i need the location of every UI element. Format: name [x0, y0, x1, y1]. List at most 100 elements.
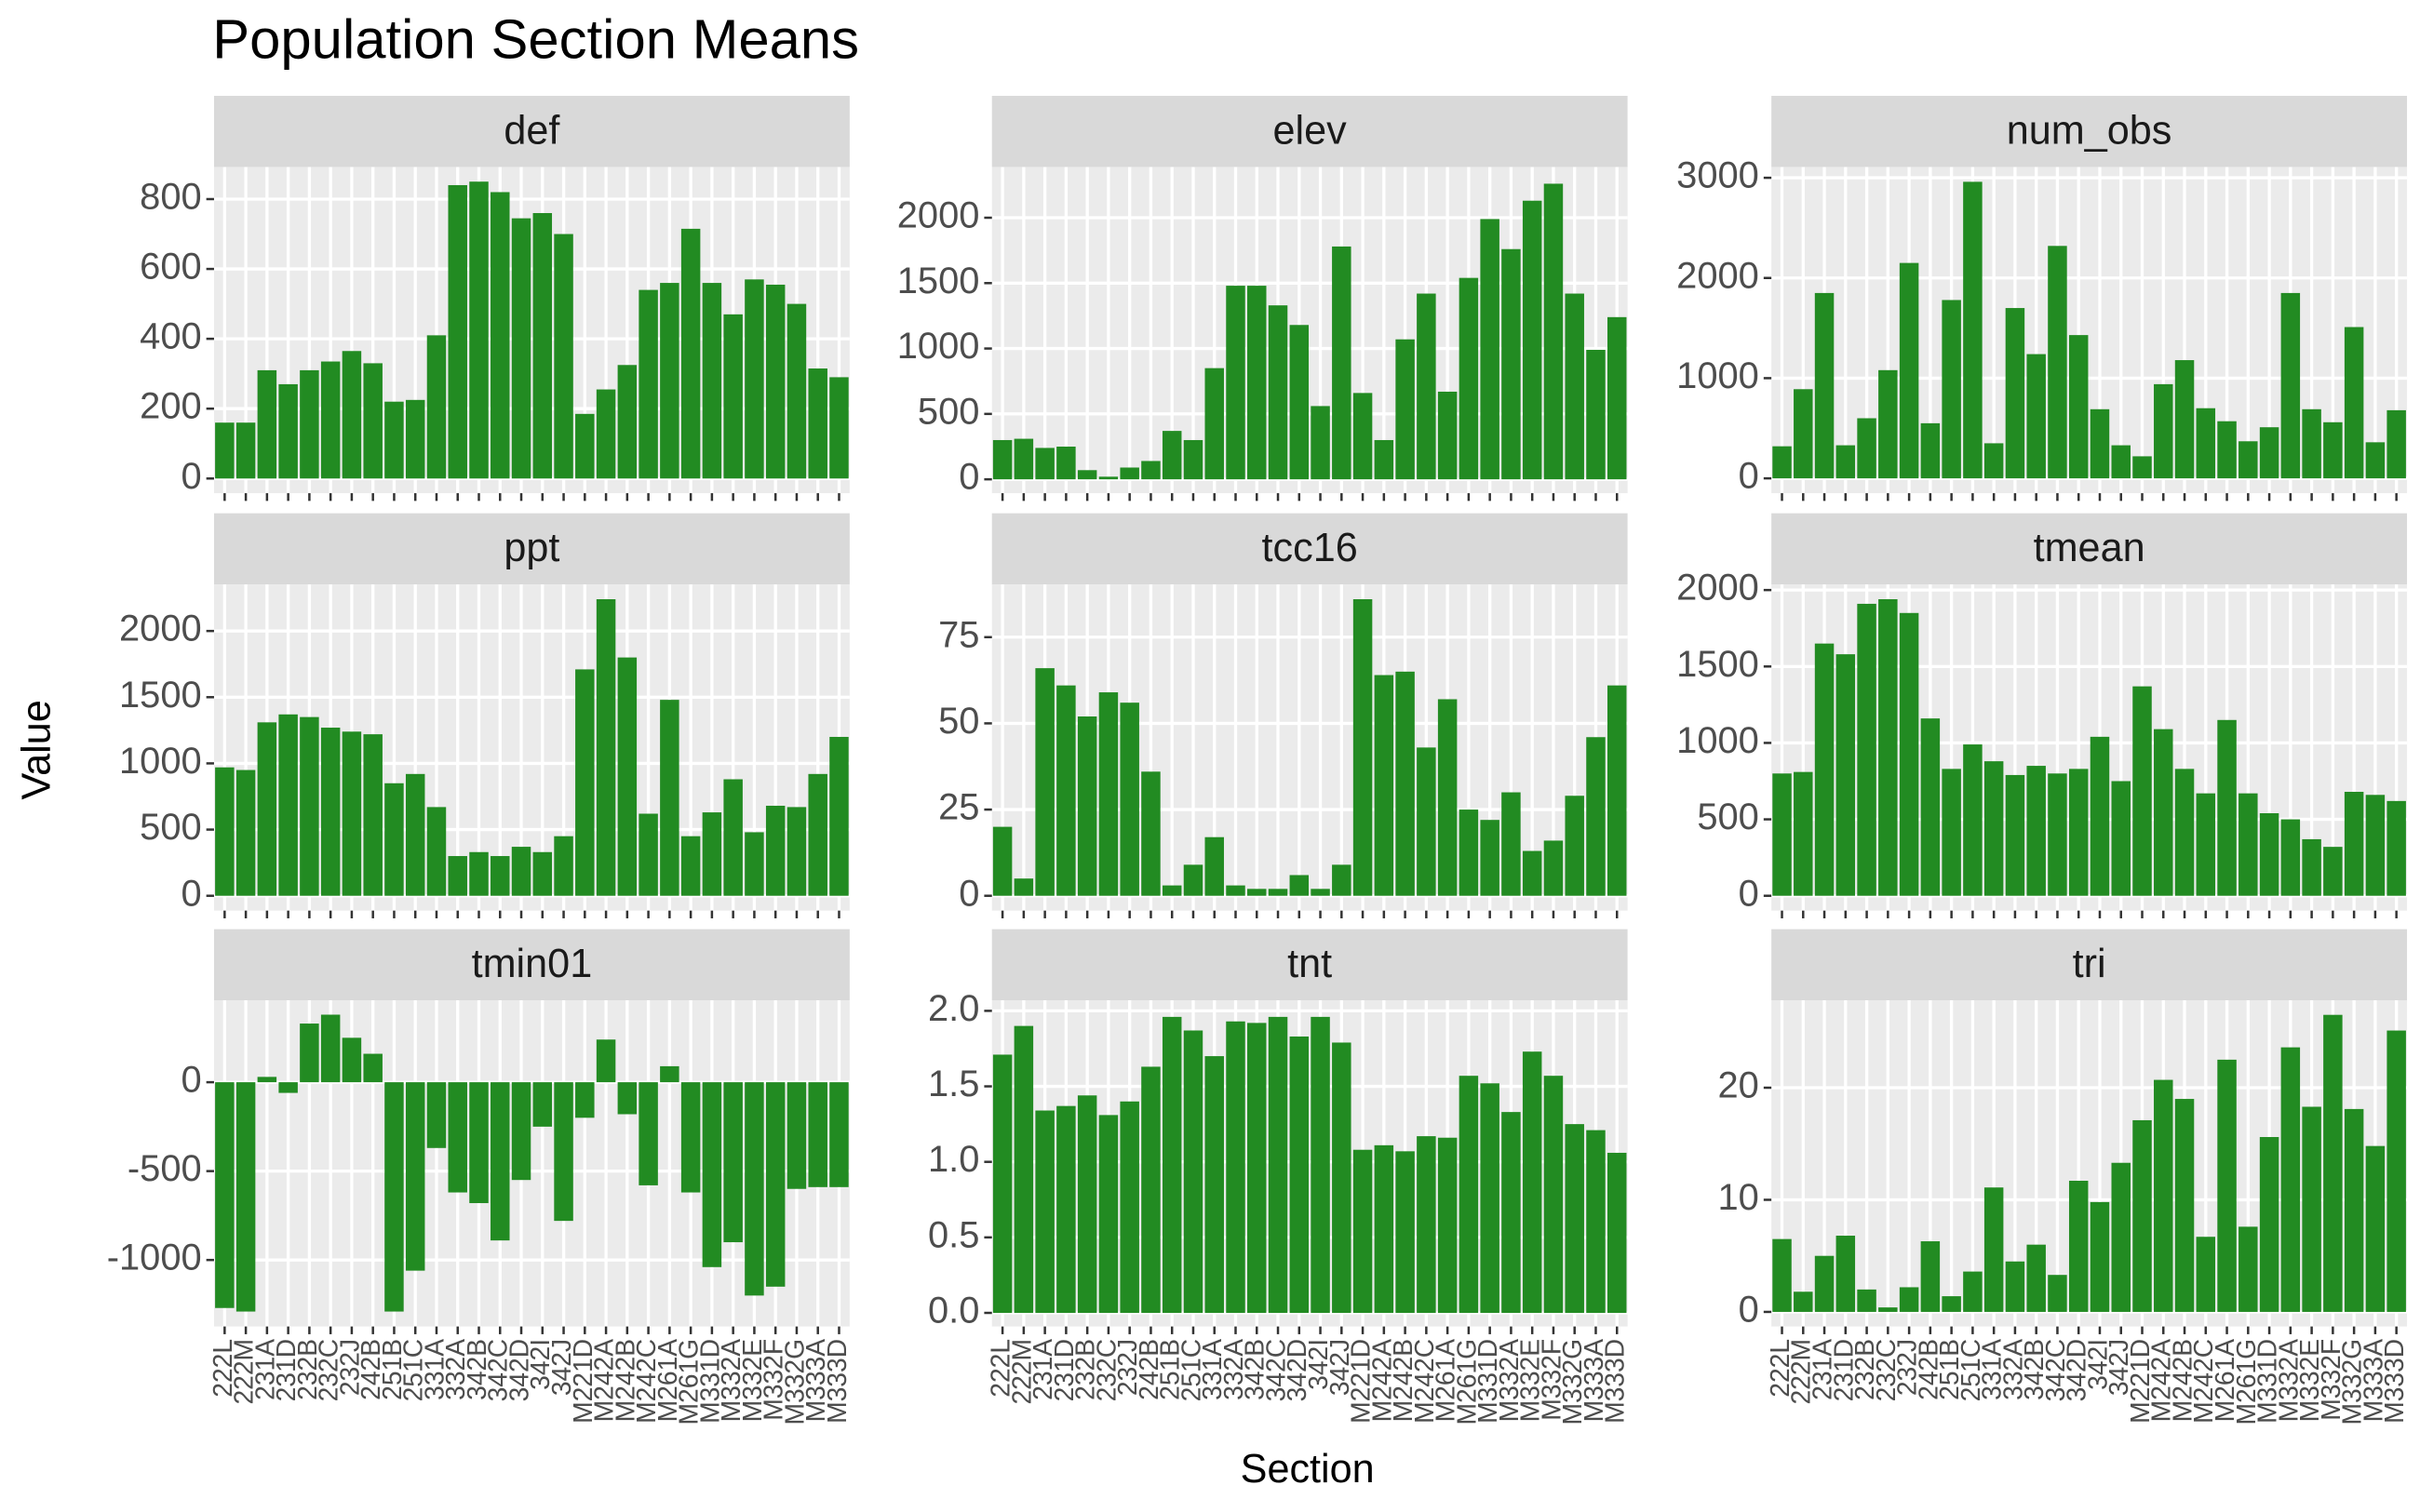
bar [1772, 1238, 1792, 1312]
x-tick-label: M242C [1409, 1339, 1439, 1424]
x-tick-label: M332E [2294, 1339, 2324, 1422]
x-tick-label: M332A [2273, 1339, 2303, 1423]
bar [765, 284, 786, 479]
x-tick-label: 342I [2082, 1339, 2112, 1390]
bar [215, 1082, 235, 1308]
bar [2111, 1162, 2131, 1312]
x-tick-label: M261A [652, 1339, 682, 1423]
bar [2280, 292, 2301, 479]
x-tick-label: 222M [1786, 1339, 1816, 1405]
bar [426, 807, 447, 896]
bar [2365, 795, 2386, 896]
y-tick-label: 800 [140, 177, 202, 218]
bar [1586, 737, 1606, 896]
bar [1395, 671, 1415, 896]
bar [1501, 792, 1521, 896]
bar [2026, 1244, 2046, 1312]
bar [1204, 1056, 1224, 1314]
bar [235, 769, 256, 896]
bar [1857, 418, 1876, 479]
bar [257, 369, 277, 479]
x-tick-label: 342D [2062, 1339, 2091, 1402]
x-tick-label: 222L [986, 1339, 1015, 1398]
bar [1920, 422, 1941, 479]
bar [554, 836, 573, 896]
bar [660, 283, 679, 479]
x-tick-label: M332G [779, 1339, 809, 1425]
bar [2068, 769, 2089, 896]
bar [1586, 349, 1606, 480]
bar [1183, 439, 1203, 480]
x-axis-label: Section [1241, 1447, 1375, 1492]
plot-panel [1771, 584, 2408, 911]
bar [1374, 439, 1394, 480]
bar [1772, 773, 1792, 896]
bar [1332, 246, 1351, 480]
bar [1120, 702, 1139, 896]
plot-panel [1771, 1000, 2408, 1327]
bar [1920, 1241, 1941, 1312]
y-tick-label: 75 [938, 614, 979, 655]
bar [1480, 1083, 1499, 1314]
bar [808, 1082, 827, 1187]
bar [745, 279, 764, 479]
bar [1942, 300, 1961, 479]
bar [1857, 1289, 1876, 1312]
y-tick-label: 20 [1718, 1065, 1759, 1106]
facet-strip [1771, 513, 2408, 585]
x-tick-label: 342J [1324, 1339, 1354, 1396]
y-tick-label: 1.0 [928, 1139, 979, 1180]
bar [2280, 819, 2301, 896]
x-tick-label: M261G [2231, 1339, 2261, 1425]
plot-panel [1771, 167, 2408, 494]
bar [2386, 1030, 2406, 1312]
bar [992, 1054, 1013, 1314]
bar [1311, 1016, 1330, 1314]
bar [596, 599, 616, 896]
y-tick-label: 1500 [119, 675, 202, 716]
x-tick-label: M331D [694, 1339, 724, 1424]
bar [2174, 769, 2195, 896]
x-tick-label: 342B [1240, 1339, 1270, 1400]
x-tick-label: 251C [398, 1339, 428, 1402]
bar [1417, 747, 1436, 896]
y-tick-label: 500 [1697, 796, 1759, 837]
bar [1374, 1144, 1394, 1314]
bar [2344, 1108, 2364, 1312]
x-tick-label: 242B [1913, 1339, 1943, 1400]
bar [639, 289, 658, 479]
bar [1141, 771, 1161, 896]
bar [511, 218, 531, 479]
bar [1395, 339, 1415, 480]
y-axis-label: Value [15, 700, 60, 799]
bar [2196, 793, 2216, 896]
y-tick-label: 1000 [1676, 355, 1759, 396]
facet-strip [991, 929, 1628, 1001]
y-tick-label: 1500 [1676, 644, 1759, 685]
x-tick-label: 232B [292, 1339, 322, 1400]
bar [680, 228, 701, 479]
bar [1459, 277, 1479, 480]
bar [2090, 408, 2110, 479]
x-tick-label: M332A [1494, 1339, 1524, 1423]
bar [426, 335, 447, 479]
facet-title: tmean [2034, 526, 2145, 570]
bar [2196, 1237, 2216, 1312]
y-tick-label: 50 [938, 701, 979, 742]
bar [2302, 1106, 2321, 1312]
facet-strip [1771, 929, 2408, 1001]
bar [1963, 1271, 1983, 1312]
facet-title: def [504, 108, 560, 153]
y-tick-label: 2000 [119, 609, 202, 649]
bar [1814, 643, 1835, 896]
bar [808, 368, 827, 479]
bar [660, 700, 679, 896]
bar [1437, 391, 1458, 480]
bar [1014, 1025, 1034, 1314]
x-tick-label: M333A [800, 1339, 830, 1423]
x-tick-label: 332A [1997, 1339, 2027, 1400]
x-tick-label: M333A [2358, 1339, 2387, 1423]
bar [1374, 675, 1394, 896]
bar [2386, 800, 2406, 896]
